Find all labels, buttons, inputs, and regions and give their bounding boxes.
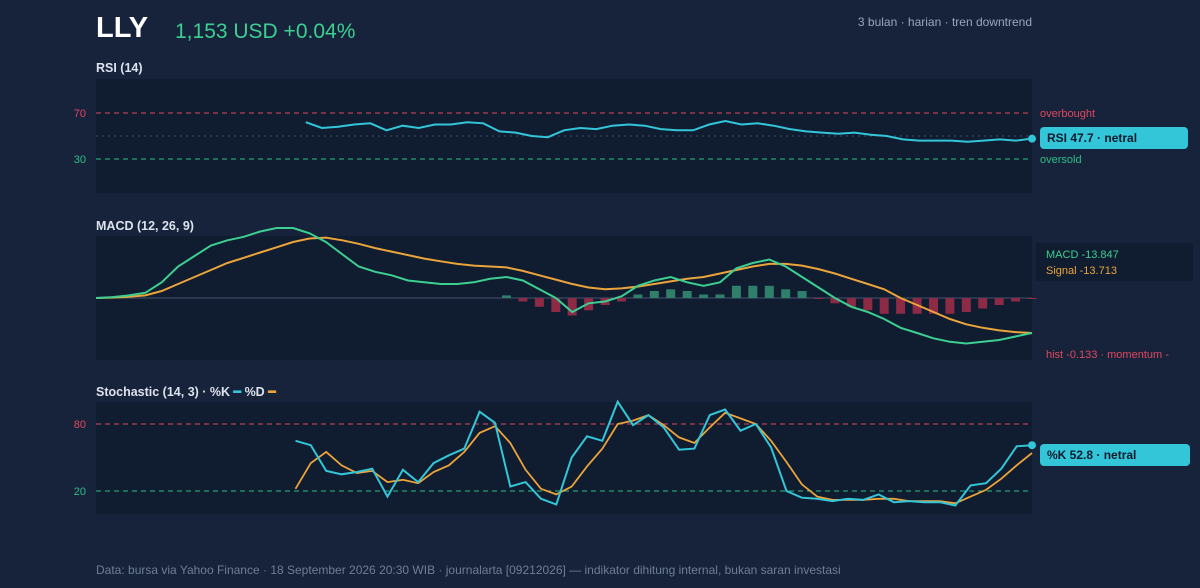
stoch-k-legend-swatch: ━ bbox=[230, 385, 244, 399]
stoch-title: Stochastic (14, 3) · %K ━ %D ━ bbox=[96, 385, 277, 399]
price-change: 1,153 USD +0.04% bbox=[175, 20, 355, 43]
signal-line bbox=[95, 236, 1033, 334]
histogram-bar bbox=[764, 285, 774, 299]
stoch-d-legend-swatch: ━ bbox=[265, 385, 277, 399]
histogram-bar bbox=[863, 298, 873, 311]
histogram-bar bbox=[994, 298, 1004, 305]
histogram-bar bbox=[699, 294, 709, 298]
macd-legend-macd: MACD -13.847 bbox=[1046, 249, 1119, 261]
histogram-bar bbox=[896, 298, 906, 314]
ticker-symbol: LLY bbox=[96, 12, 148, 44]
histogram-bar bbox=[715, 294, 725, 298]
histogram-bar bbox=[781, 289, 791, 299]
histogram-bar bbox=[731, 285, 741, 299]
histogram-bar bbox=[748, 285, 758, 299]
rsi-tick-70: 70 bbox=[74, 108, 86, 120]
histogram-bar bbox=[1011, 298, 1021, 302]
histogram-bar bbox=[534, 298, 544, 307]
histogram-bar bbox=[666, 289, 676, 299]
rsi-value-label: RSI 47.7 · netral bbox=[1047, 131, 1137, 145]
macd-title: MACD (12, 26, 9) bbox=[96, 219, 194, 233]
stoch-panel bbox=[96, 402, 1032, 514]
rsi-last-point bbox=[1028, 134, 1036, 143]
histogram-bar bbox=[649, 291, 659, 298]
histogram-bar bbox=[567, 298, 577, 316]
histogram-bar bbox=[814, 298, 823, 299]
histogram-bar bbox=[518, 298, 528, 302]
histogram-bar bbox=[682, 291, 692, 298]
rsi-tick-30: 30 bbox=[74, 154, 86, 166]
histogram-bar bbox=[617, 298, 626, 302]
stoch-tick-80: 80 bbox=[74, 419, 86, 431]
histogram-bar bbox=[879, 298, 889, 314]
rsi-line bbox=[305, 119, 1033, 143]
stoch-title-text: Stochastic (14, 3) · %K bbox=[96, 385, 230, 399]
histogram-bar bbox=[961, 298, 971, 312]
stoch-value-label: %K 52.8 · netral bbox=[1047, 448, 1136, 462]
histogram-bar bbox=[830, 298, 840, 304]
histogram-bar bbox=[797, 291, 807, 298]
hist-label: hist -0.133 · momentum - bbox=[1046, 349, 1169, 361]
footer-source: Data: bursa via Yahoo Finance · 18 Septe… bbox=[96, 563, 841, 577]
histogram-bar bbox=[945, 298, 955, 314]
stoch-value-badge bbox=[1040, 444, 1190, 466]
histogram-bar bbox=[502, 295, 511, 298]
stoch-last-point bbox=[1028, 441, 1036, 450]
oversold-label: oversold bbox=[1040, 154, 1082, 166]
histogram-bar bbox=[633, 294, 643, 298]
stoch-k-line bbox=[295, 399, 1033, 507]
histogram-bar bbox=[978, 298, 988, 309]
histogram-bar bbox=[846, 298, 856, 307]
stoch-d-legend-label: %D bbox=[245, 385, 265, 399]
stoch-tick-20: 20 bbox=[74, 486, 86, 498]
overbought-label: overbought bbox=[1040, 108, 1095, 120]
macd-legend-box bbox=[1036, 243, 1193, 281]
macd-line bbox=[95, 227, 1033, 345]
histogram-bar bbox=[551, 298, 561, 312]
range-info: 3 bulan · harian · tren downtrend bbox=[858, 15, 1032, 29]
macd-legend-signal: Signal -13.713 bbox=[1046, 265, 1117, 277]
rsi-value-badge bbox=[1040, 127, 1188, 149]
histogram-bar bbox=[929, 298, 938, 314]
rsi-title: RSI (14) bbox=[96, 61, 143, 75]
histogram-bar bbox=[1027, 298, 1037, 299]
